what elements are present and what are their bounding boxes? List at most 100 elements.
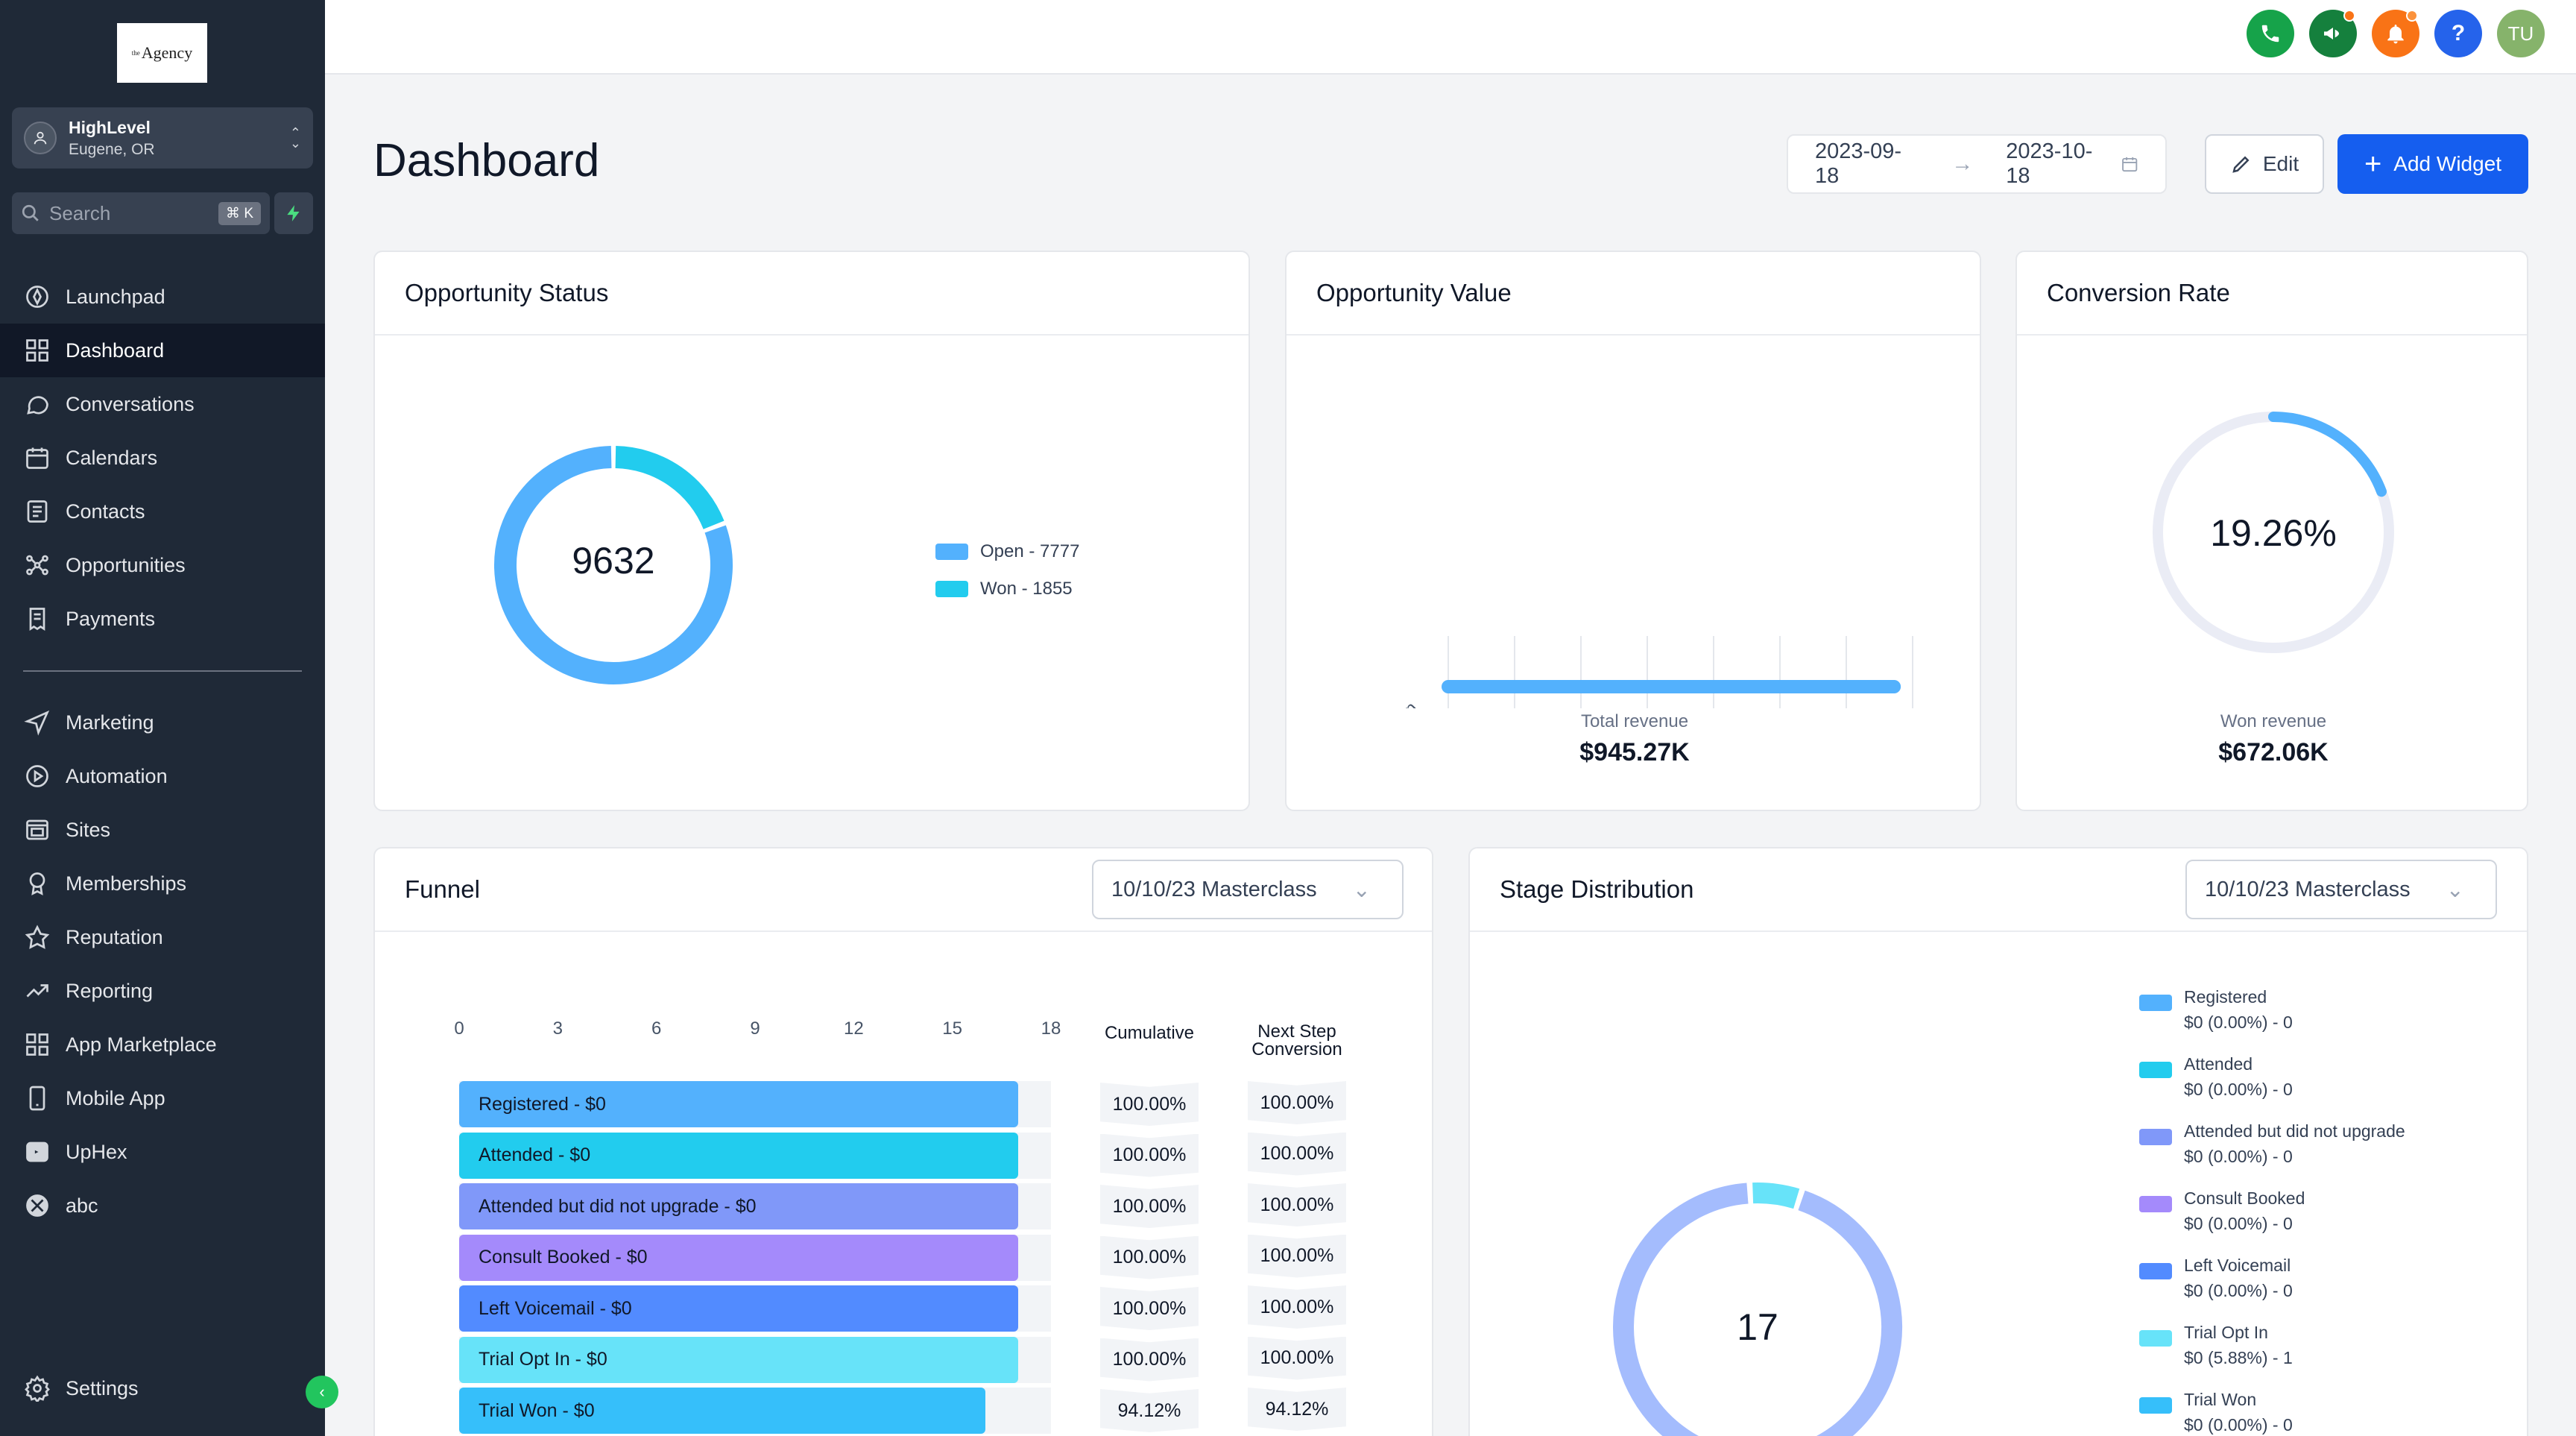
sidebar-item-automation[interactable]: Automation: [0, 749, 325, 803]
won-revenue-value: $672.06K: [2218, 738, 2329, 766]
legend-stage-name: Consult Booked: [2184, 1188, 2305, 1208]
card-header: Stage Distribution 10/10/23 Masterclass …: [1470, 848, 2527, 932]
sidebar-item-contacts[interactable]: Contacts: [0, 485, 325, 538]
legend-swatch: [2139, 1196, 2172, 1212]
funnel-x-tick: 18: [1041, 1018, 1061, 1039]
card-title: Stage Distribution: [1500, 875, 1694, 903]
settings-label: Settings: [66, 1376, 139, 1399]
cumulative-cell: 94.12%: [1100, 1389, 1199, 1432]
funnel-x-tick: 3: [552, 1018, 564, 1039]
legend-item: Registered $0 (0.00%) - 0: [2139, 984, 2405, 1035]
funnel-bar-label: Attended but did not upgrade - $0: [479, 1195, 757, 1217]
cumulative-cell: 100.00%: [1100, 1083, 1199, 1126]
search-input[interactable]: Search ⌘ K: [12, 192, 270, 234]
agency-logo[interactable]: the Agency: [117, 23, 207, 83]
stage-pipeline-select[interactable]: 10/10/23 Masterclass ⌄: [2185, 860, 2497, 919]
search-placeholder: Search: [49, 201, 111, 224]
total-revenue-label: Total revenue: [1580, 711, 1689, 731]
announcements-button[interactable]: [2309, 10, 2357, 57]
legend-swatch: [2139, 1062, 2172, 1078]
sidebar-item-label: Mobile App: [66, 1086, 165, 1109]
account-switcher[interactable]: HighLevel Eugene, OR ⌃ ⌄: [12, 107, 313, 169]
add-widget-label: Add Widget: [2393, 152, 2502, 175]
phone-button[interactable]: [2247, 10, 2294, 57]
xbox-icon: [26, 1194, 48, 1217]
sidebar-item-mobile-app[interactable]: Mobile App: [0, 1071, 325, 1125]
cumulative-cell: 100.00%: [1100, 1235, 1199, 1279]
quick-action-button[interactable]: [274, 192, 313, 234]
funnel-bar[interactable]: Left Voicemail - $0: [459, 1285, 1018, 1332]
legend-stage-name: Trial Opt In: [2184, 1323, 2268, 1342]
notifications-button[interactable]: [2372, 10, 2419, 57]
legend-stage-detail: $0 (0.00%) - 0: [2184, 1415, 2293, 1435]
apps-icon: [26, 1033, 48, 1056]
sidebar-item-reporting[interactable]: Reporting: [0, 964, 325, 1018]
sidebar-item-label: abc: [66, 1194, 98, 1217]
sidebar-item-sites[interactable]: Sites: [0, 803, 325, 857]
stage-distribution-slice-trial-opt-in[interactable]: [1752, 1183, 1800, 1209]
funnel-bar[interactable]: Attended - $0: [459, 1132, 1018, 1179]
funnel-bar[interactable]: Trial Won - $0: [459, 1388, 985, 1434]
funnel-bar[interactable]: Attended but did not upgrade - $0: [459, 1183, 1018, 1229]
funnel-bar-label: Registered - $0: [479, 1093, 606, 1115]
edit-button[interactable]: Edit: [2205, 134, 2324, 194]
won-revenue-label: Won revenue: [2220, 711, 2327, 731]
legend-text: Attended but did not upgrade $0 (0.00%) -…: [2184, 1118, 2405, 1169]
date-range-picker[interactable]: 2023-09-18 → 2023-10-18: [1787, 134, 2167, 194]
help-button[interactable]: ?: [2434, 10, 2482, 57]
sidebar-item-abc[interactable]: abc: [0, 1179, 325, 1232]
legend-item: Won - 1855: [935, 579, 1079, 599]
sidebar-item-app-marketplace[interactable]: App Marketplace: [0, 1018, 325, 1071]
cumulative-cell: 100.00%: [1100, 1133, 1199, 1177]
sidebar-item-memberships[interactable]: Memberships: [0, 857, 325, 910]
sidebar-item-dashboard[interactable]: Dashboard: [0, 324, 325, 377]
sidebar-item-uphex[interactable]: UpHex: [0, 1125, 325, 1179]
sidebar-item-calendars[interactable]: Calendars: [0, 431, 325, 485]
funnel-bar-label: Left Voicemail - $0: [479, 1297, 632, 1319]
user-avatar[interactable]: TU: [2497, 10, 2545, 57]
legend-stage-detail: $0 (0.00%) - 0: [2184, 1281, 2293, 1300]
opportunity-status-slice-won[interactable]: [615, 433, 724, 549]
date-end: 2023-10-18: [2006, 139, 2093, 188]
stage-distribution-slice-other[interactable]: [1613, 1183, 1902, 1436]
sidebar-item-reputation[interactable]: Reputation: [0, 910, 325, 964]
y-category-label: Won: [1382, 698, 1422, 708]
next-step-cell: 100.00%: [1248, 1183, 1346, 1226]
legend-label: Open - 7777: [980, 541, 1080, 561]
chevron-left-icon: ‹: [319, 1382, 325, 1401]
funnel-pipeline-select[interactable]: 10/10/23 Masterclass ⌄: [1092, 860, 1404, 919]
card-header: Conversion Rate: [2017, 252, 2527, 336]
card-header: Funnel 10/10/23 Masterclass ⌄: [375, 848, 1432, 932]
gauge-fill: [2268, 412, 2387, 497]
add-widget-button[interactable]: + Add Widget: [2337, 134, 2528, 194]
sidebar-item-label: Calendars: [66, 446, 158, 469]
sidebar-item-payments[interactable]: Payments: [0, 592, 325, 646]
legend-stage-name: Left Voicemail: [2184, 1256, 2291, 1275]
next-step-cell: 100.00%: [1248, 1132, 1346, 1176]
help-icon: ?: [2451, 21, 2466, 45]
conversion-rate-gauge: [2153, 412, 2394, 653]
collapse-sidebar-button[interactable]: ‹: [306, 1376, 338, 1408]
total-revenue-block: Total revenue $945.27K: [1287, 711, 1980, 767]
sidebar-item-settings[interactable]: Settings: [0, 1361, 298, 1415]
search-icon: [22, 204, 39, 221]
sidebar-item-marketing[interactable]: Marketing: [0, 696, 325, 749]
legend-item: Consult Booked $0 (0.00%) - 0: [2139, 1185, 2405, 1236]
sidebar-item-label: Reporting: [66, 979, 154, 1002]
funnel-bar[interactable]: Consult Booked - $0: [459, 1234, 1018, 1281]
funnel-bar[interactable]: Trial Opt In - $0: [459, 1336, 1018, 1383]
date-start: 2023-09-18: [1815, 139, 1902, 188]
sidebar-item-conversations[interactable]: Conversations: [0, 377, 325, 431]
sidebar-item-label: Payments: [66, 607, 156, 630]
opportunity-status-donut: [474, 426, 753, 705]
sidebar-item-launchpad[interactable]: Launchpad: [0, 270, 325, 324]
stage-distribution-card: Stage Distribution 10/10/23 Masterclass …: [1468, 847, 2528, 1436]
funnel-bar[interactable]: Registered - $0: [459, 1081, 1018, 1127]
nav-secondary: Marketing Automation Sites Memberships Reput…: [0, 696, 325, 1232]
opportunity-status-slice-open[interactable]: [474, 426, 753, 705]
legend-item: Open - 7777: [935, 541, 1079, 562]
legend-stage-name: Registered: [2184, 987, 2267, 1007]
search-shortcut-badge: ⌘ K: [218, 201, 261, 225]
sidebar-item-opportunities[interactable]: Opportunities: [0, 538, 325, 592]
trend-icon: [26, 984, 48, 998]
